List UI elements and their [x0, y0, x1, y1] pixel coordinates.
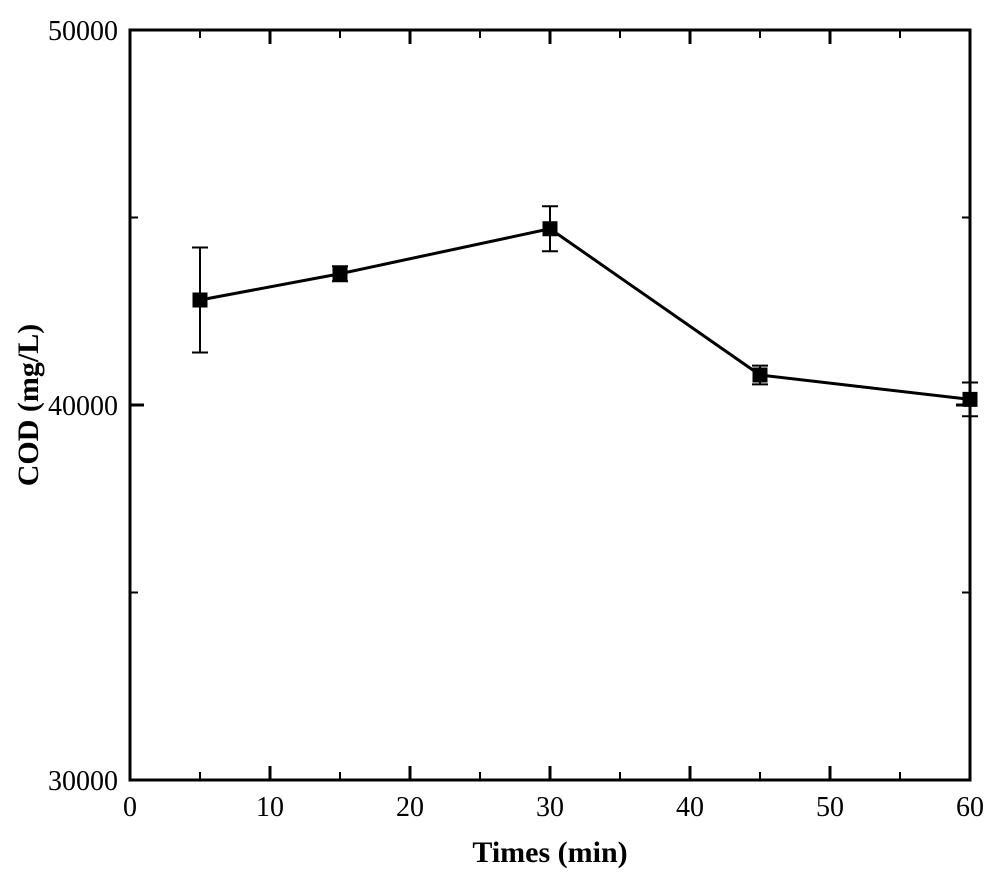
x-tick-label: 10 [256, 792, 284, 823]
y-tick-label: 40000 [48, 391, 118, 422]
x-tick-label: 0 [123, 792, 137, 823]
data-marker [333, 267, 347, 281]
x-tick-label: 50 [816, 792, 844, 823]
data-marker [963, 392, 977, 406]
x-tick-label: 20 [396, 792, 424, 823]
x-tick-label: 60 [956, 792, 984, 823]
x-axis-label: Times (min) [472, 836, 627, 869]
chart-container: 0 10 20 30 40 50 60 30000 40000 50000 Times (min) C… [0, 0, 1000, 894]
y-tick-label: 50000 [48, 16, 118, 47]
y-axis-label: COD (mg/L) [12, 324, 45, 486]
y-tick-label: 30000 [48, 766, 118, 797]
data-marker [193, 293, 207, 307]
data-marker [753, 368, 767, 382]
x-tick-label: 30 [536, 792, 564, 823]
line-chart: 0 10 20 30 40 50 60 30000 40000 50000 Times (min) C… [0, 0, 1000, 894]
x-tick-label: 40 [676, 792, 704, 823]
data-marker [543, 222, 557, 236]
